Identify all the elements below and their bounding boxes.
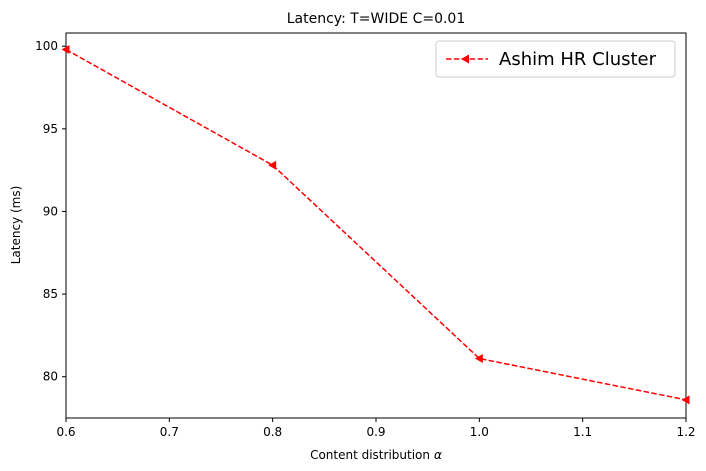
legend-box — [435, 40, 676, 78]
legend-entry-ashim-hr-cluster: Ashim HR Cluster — [499, 49, 657, 70]
series-group — [61, 45, 690, 405]
legend-marker — [461, 54, 469, 64]
x-axis-label: Content distribution α — [310, 448, 442, 462]
series-line — [65, 48, 687, 401]
y-axis-label: Latency (ms) — [9, 186, 23, 265]
x-tick-label: 1.1 — [573, 425, 592, 439]
x-tick-label: 0.9 — [366, 425, 385, 439]
y-tick-label: 85 — [43, 287, 58, 301]
y-axis-ticks: 80 85 90 95 100 — [35, 39, 66, 384]
x-tick-label: 0.8 — [263, 425, 282, 439]
legend: Ashim HR Cluster — [435, 40, 676, 78]
x-tick-label: 0.6 — [56, 425, 75, 439]
plot-frame — [65, 32, 687, 419]
data-point-marker — [268, 160, 277, 170]
x-tick-label: 1.2 — [676, 425, 695, 439]
data-point-marker — [681, 395, 690, 405]
x-axis-ticks: 0.6 0.7 0.8 0.9 1.0 1.1 1.2 — [56, 418, 696, 439]
data-point-marker — [61, 45, 70, 55]
chart-title: Latency: T=WIDE C=0.01 — [287, 11, 466, 27]
y-tick-label: 80 — [43, 370, 58, 384]
x-tick-label: 0.7 — [160, 425, 179, 439]
y-tick-label: 100 — [35, 39, 58, 53]
x-tick-label: 1.0 — [470, 425, 489, 439]
y-tick-label: 90 — [43, 204, 58, 218]
y-tick-label: 95 — [43, 122, 58, 136]
data-point-marker — [474, 354, 483, 364]
plot-area: 0.6 0.7 0.8 0.9 1.0 1.1 1.2 80 85 90 95 100 — [35, 32, 696, 439]
